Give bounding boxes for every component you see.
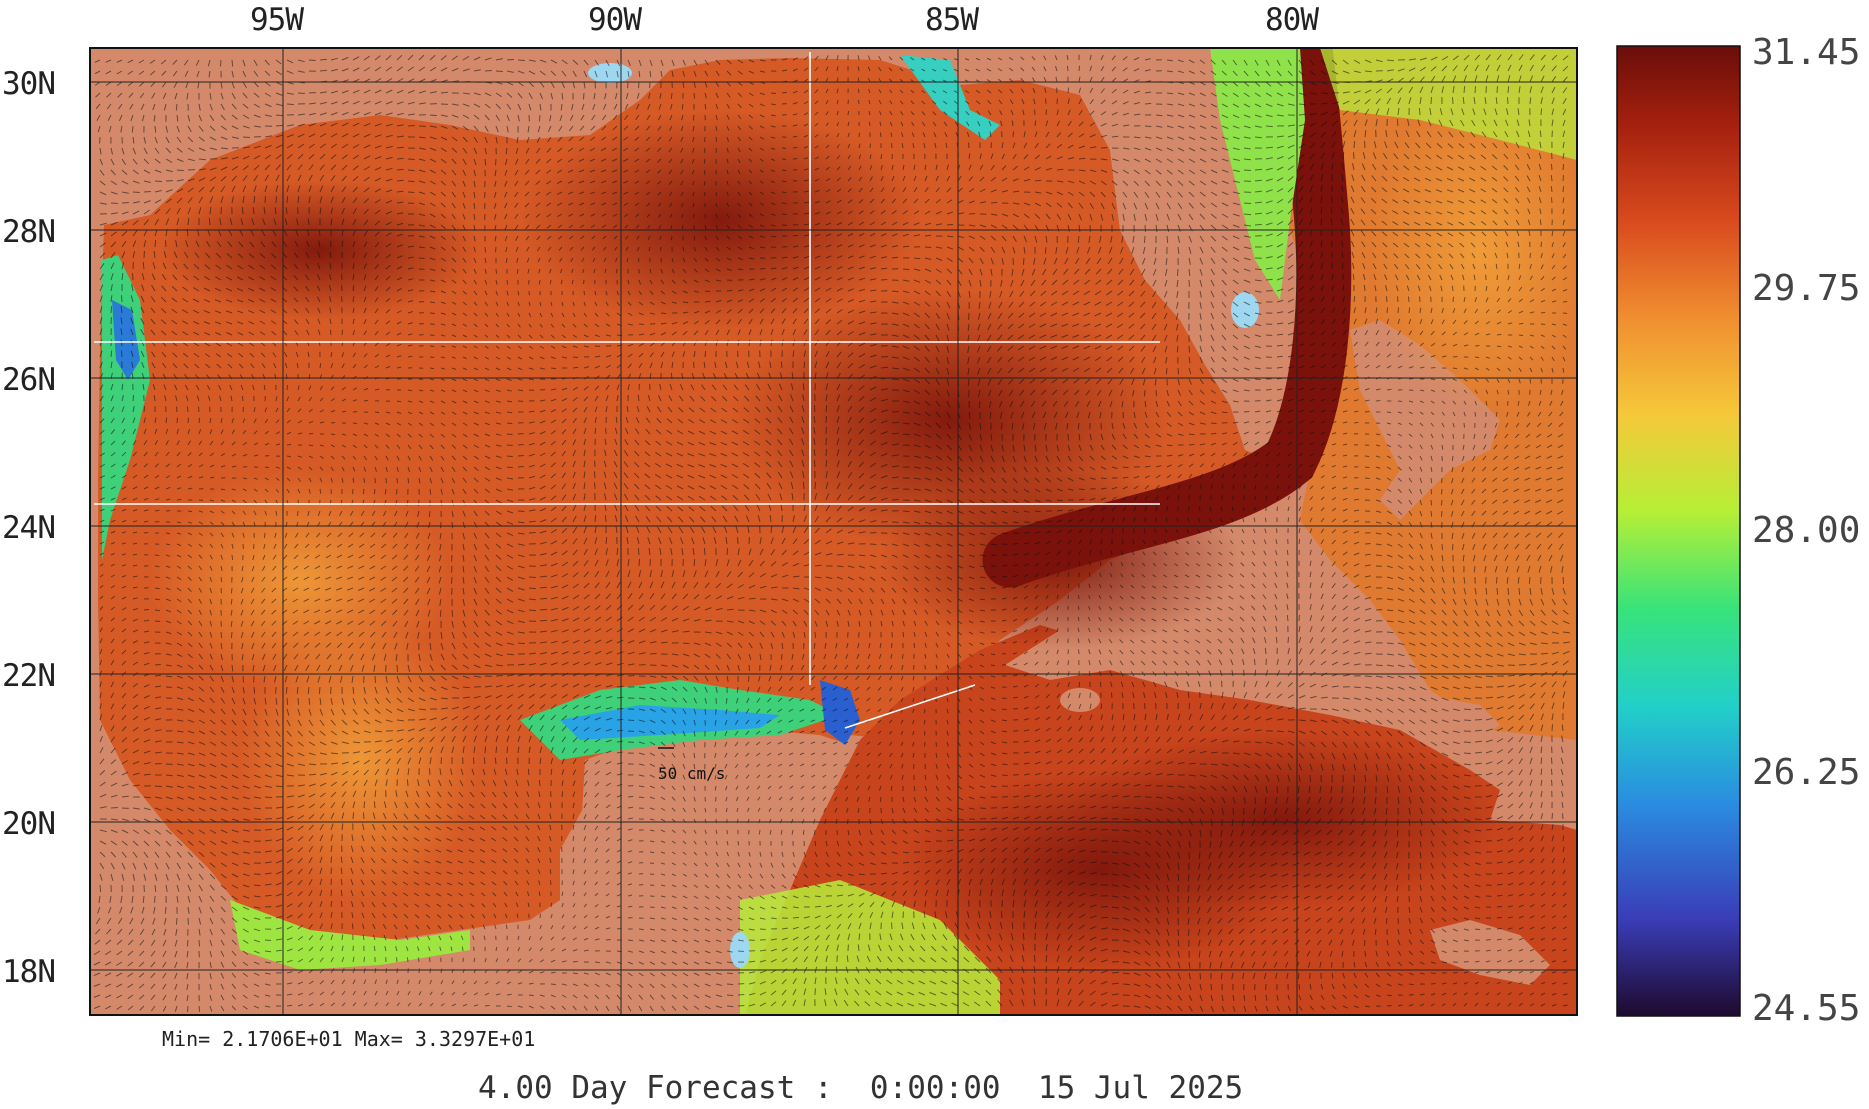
min-max-stats: Min= 2.1706E+01 Max= 3.3297E+01 [162,1027,536,1051]
lon-label-95w: 95W [250,2,304,38]
lat-label-20n: 20N [2,806,56,842]
lat-label-28n: 28N [2,214,56,250]
graticule [90,48,1577,1015]
current-vectors [93,54,1570,1012]
forecast-caption: 4.00 Day Forecast : 0:00:00 15 Jul 2025 [478,1070,1244,1106]
reference-vector-label: 50 cm/s [658,764,726,783]
map-frame [89,47,1578,1016]
bahamas-islands [1350,320,1500,520]
cuba-island [1005,610,1500,745]
lon-label-90w: 90W [588,2,642,38]
lake-pontchartrain [588,63,632,83]
lat-label-18n: 18N [2,954,56,990]
lat-label-24n: 24N [2,510,56,546]
lat-label-26n: 26N [2,362,56,398]
colorbar-label-4: 26.25 [1752,752,1861,793]
yucatan-peninsula [560,730,850,1015]
lon-label-80w: 80W [1265,2,1319,38]
vector-field-path [93,54,1570,1012]
section-lines [94,52,1160,729]
lake-marker [730,932,750,968]
lat-label-22n: 22N [2,658,56,694]
colorbar-label-min: 24.55 [1752,988,1861,1029]
lon-label-85w: 85W [925,2,979,38]
colorbar-label-max: 31.45 [1752,32,1861,73]
hispaniola-island [1430,920,1550,985]
colorbar [1616,45,1741,1017]
colorbar-label-2: 29.75 [1752,268,1861,309]
gulf-stream-band [982,48,1352,588]
lake-okeechobee [1231,292,1259,328]
colorbar-label-3: 28.00 [1752,510,1861,551]
lat-label-30n: 30N [2,66,56,102]
